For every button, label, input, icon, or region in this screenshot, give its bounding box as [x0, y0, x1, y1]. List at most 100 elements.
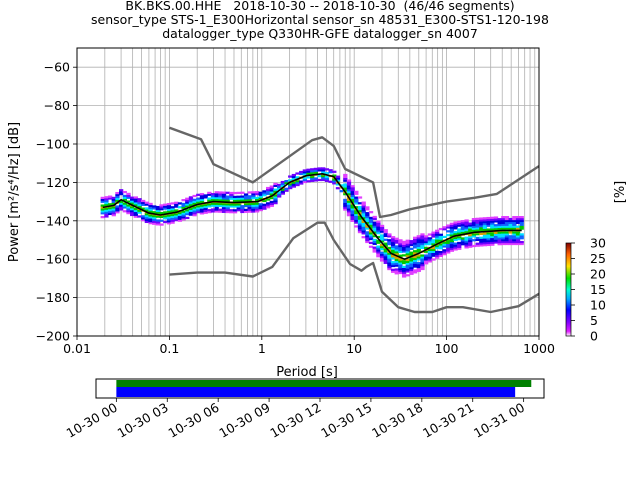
- title-line-2: sensor_type STS-1_E300Horizontal sensor_…: [91, 12, 549, 27]
- psd-cell: [424, 246, 429, 250]
- psd-cell: [420, 260, 425, 263]
- psd-cell: [354, 209, 359, 213]
- psd-cell: [390, 238, 396, 241]
- psd-cell: [277, 185, 282, 188]
- psd-cell: [394, 272, 399, 275]
- psd-cell: [107, 197, 113, 200]
- psd-cell: [111, 198, 116, 201]
- psd-cell: [482, 228, 488, 231]
- psd-cell: [412, 238, 418, 241]
- psd-cell: [243, 210, 249, 213]
- psd-cell: [515, 233, 521, 236]
- psd-cell: [196, 199, 201, 202]
- psd-cell: [376, 247, 381, 250]
- psd-cell: [225, 203, 230, 206]
- psd-cell: [490, 233, 495, 237]
- psd-cell: [357, 221, 363, 224]
- colorbar-tick-label: 15: [590, 282, 606, 297]
- psd-cell: [464, 225, 469, 228]
- psd-cell: [177, 215, 183, 218]
- psd-cell: [387, 262, 392, 265]
- psd-cell: [280, 182, 285, 186]
- psd-cell: [519, 233, 524, 236]
- psd-cell: [401, 271, 407, 274]
- psd-cell: [118, 204, 124, 207]
- psd-cell: [262, 207, 267, 210]
- psd-cell: [240, 208, 245, 212]
- psd-cell: [262, 205, 267, 208]
- psd-cell: [192, 212, 197, 215]
- psd-cell: [247, 206, 252, 209]
- psd-cell: [225, 195, 230, 198]
- psd-cell: [416, 250, 421, 253]
- psd-cell: [118, 202, 124, 205]
- psd-cell: [457, 245, 462, 248]
- psd-cell: [482, 232, 488, 235]
- psd-cell: [376, 239, 381, 242]
- psd-cell: [435, 250, 440, 254]
- y-tick-label: −120: [36, 175, 70, 190]
- psd-cell: [104, 198, 109, 201]
- psd-cell: [328, 171, 333, 174]
- psd-cell: [141, 201, 146, 205]
- psd-cell: [221, 203, 227, 206]
- colorbar: [565, 242, 572, 337]
- psd-cell: [372, 215, 377, 219]
- psd-cell: [118, 191, 124, 194]
- psd-cell: [486, 216, 491, 220]
- psd-cell: [435, 239, 440, 242]
- psd-cell: [295, 180, 300, 183]
- psd-cell: [504, 225, 510, 228]
- psd-cell: [350, 212, 355, 215]
- psd-cell: [508, 231, 513, 234]
- psd-cell: [515, 231, 521, 234]
- psd-cell: [133, 202, 138, 205]
- psd-cell: [339, 190, 344, 193]
- psd-cell: [354, 211, 359, 215]
- psd-cell: [449, 228, 455, 231]
- psd-cell: [280, 192, 285, 195]
- psd-cell: [229, 193, 234, 197]
- psd-cell: [111, 212, 116, 215]
- psd-cell: [379, 244, 385, 247]
- psd-cell: [519, 216, 524, 219]
- psd-cell: [435, 229, 440, 232]
- psd-cell: [449, 247, 455, 250]
- psd-cell: [379, 238, 385, 241]
- psd-cell: [361, 214, 366, 218]
- psd-cell: [324, 172, 330, 175]
- psd-cell: [199, 193, 205, 196]
- psd-cell: [405, 260, 410, 263]
- psd-cell: [435, 233, 440, 236]
- psd-cell: [343, 189, 348, 192]
- psd-cell: [508, 225, 513, 228]
- psd-cell: [130, 208, 135, 211]
- psd-cell: [144, 209, 149, 212]
- psd-cell: [412, 250, 418, 253]
- psd-cell: [122, 198, 127, 201]
- psd-cell: [170, 210, 175, 213]
- psd-cell: [427, 256, 432, 259]
- psd-cell: [383, 261, 388, 264]
- psd-cell: [475, 238, 480, 242]
- psd-cell: [519, 242, 524, 246]
- psd-cell: [490, 232, 495, 235]
- psd-cell: [482, 238, 488, 241]
- psd-cell: [482, 222, 488, 226]
- psd-cell: [379, 228, 385, 231]
- psd-cell: [515, 235, 521, 238]
- psd-cell: [152, 214, 157, 218]
- psd-cell: [468, 226, 473, 229]
- psd-cell: [269, 202, 274, 205]
- psd-cell: [302, 180, 308, 184]
- psd-cell: [361, 209, 366, 212]
- psd-cell: [218, 197, 223, 200]
- psd-cell: [519, 237, 524, 240]
- psd-cell: [372, 246, 377, 249]
- psd-cell: [361, 207, 366, 210]
- psd-cell: [207, 199, 212, 202]
- psd-cell: [221, 199, 227, 202]
- psd-cell: [354, 213, 359, 217]
- psd-cell: [438, 243, 443, 246]
- psd-cell: [313, 167, 319, 170]
